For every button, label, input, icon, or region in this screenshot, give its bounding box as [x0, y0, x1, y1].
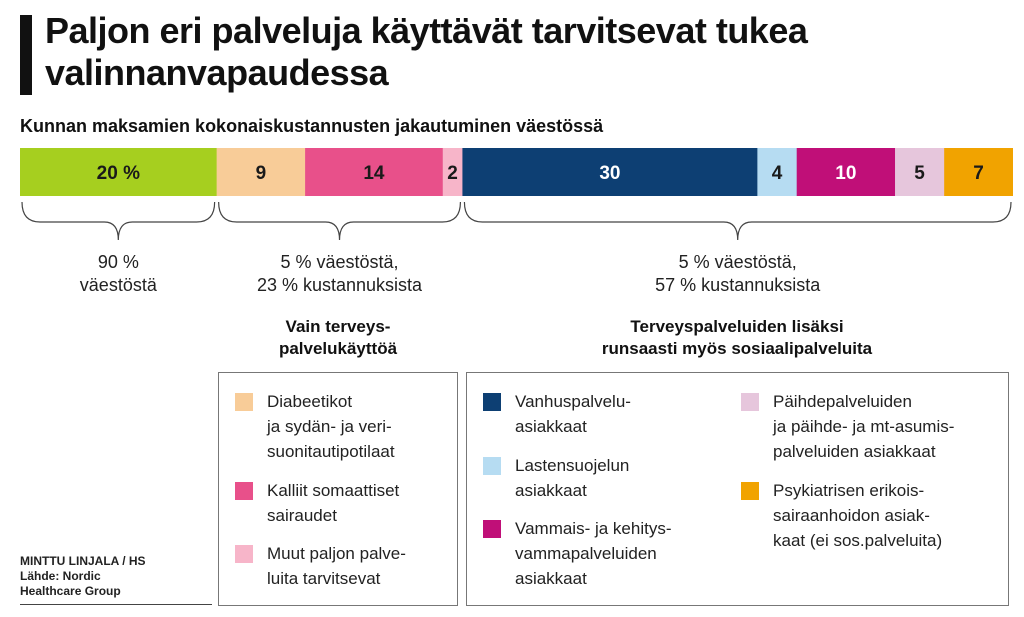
- credit-text: MINTTU LINJALA / HS Lähde: Nordic Health…: [20, 554, 146, 598]
- legend-swatch: [741, 393, 759, 411]
- legend-item-health-only-2: Muut paljon palve- luita tarvitsevat: [235, 541, 406, 591]
- legend-label: Lastensuojelun asiakkaat: [515, 456, 630, 500]
- legend-swatch: [235, 482, 253, 500]
- group-label-0: 90 % väestöstä: [79, 252, 157, 295]
- group-braces: [21, 201, 1012, 241]
- bar-segment-8: [944, 148, 1013, 196]
- chart-subtitle: Kunnan maksamien kokonaiskustannusten ja…: [20, 116, 604, 136]
- legend-item-health-only-0: Diabeetikot ja sydän- ja veri- suonitaut…: [235, 389, 395, 464]
- section-heading-health-and-social: Terveyspalveluiden lisäksi runsaasti myö…: [601, 317, 873, 358]
- bar-segment-5: [757, 148, 798, 196]
- legend-swatch: [483, 393, 501, 411]
- legend-item-health-and-social-4: Psykiatrisen erikois- sairaanhoidon asia…: [741, 478, 942, 553]
- bar-segment-7: [895, 148, 945, 196]
- group-brace-2: [463, 201, 1012, 241]
- legend-swatch: [483, 457, 501, 475]
- bar-segment-label-1: 9: [256, 163, 267, 184]
- legend-swatch: [235, 393, 253, 411]
- bar-segment-label-8: 7: [973, 163, 984, 184]
- legend-label: Diabeetikot ja sydän- ja veri- suonitaut…: [267, 392, 395, 461]
- bar-segment-3: [442, 148, 463, 196]
- legend-label: Vanhuspalvelu- asiakkaat: [515, 392, 631, 436]
- stacked-bar: 20 % 9 14 2 30 4 10 5 7: [20, 148, 1013, 196]
- legend-item-health-and-social-3: Päihdepalveluiden ja päihde- ja mt-asumi…: [741, 389, 954, 464]
- group-label-2: 5 % väestöstä, 57 % kustannuksista: [655, 252, 821, 295]
- bar-segment-1: [216, 148, 306, 196]
- bar-segment-label-5: 4: [772, 163, 783, 184]
- legend-box-health-only: [218, 372, 458, 606]
- legend-label: Psykiatrisen erikois- sairaanhoidon asia…: [773, 481, 943, 550]
- title-accent-bar: [20, 15, 32, 95]
- group-brace-1: [218, 201, 462, 241]
- group-brace-0: [21, 201, 216, 241]
- bar-segment-label-2: 14: [363, 163, 385, 184]
- legend-item-health-and-social-0: Vanhuspalvelu- asiakkaat: [483, 389, 631, 439]
- bar-segment-label-6: 10: [835, 163, 856, 184]
- bar-segment-label-4: 30: [599, 163, 620, 184]
- bar-segment-2: [305, 148, 444, 196]
- chart-title: Paljon eri palveluja käyttävät tarvitsev…: [45, 10, 808, 93]
- legend-label: Päihdepalveluiden ja päihde- ja mt-asumi…: [773, 392, 955, 461]
- legend-item-health-only-1: Kalliit somaattiset sairaudet: [235, 478, 399, 528]
- legend-label: Muut paljon palve- luita tarvitsevat: [267, 544, 406, 588]
- section-heading-health-only: Vain terveys- palvelukäyttöä: [278, 317, 398, 358]
- group-label-1: 5 % väestöstä, 23 % kustannuksista: [256, 252, 423, 295]
- legend-item-health-and-social-2: Vammais- ja kehitys- vammapalveluiden as…: [483, 516, 672, 591]
- legend-label: Vammais- ja kehitys- vammapalveluiden as…: [515, 519, 672, 588]
- legend-swatch: [741, 482, 759, 500]
- bar-segment-6: [796, 148, 896, 196]
- legend-item-health-and-social-1: Lastensuojelun asiakkaat: [483, 453, 629, 503]
- bar-segment-4: [462, 148, 758, 196]
- legend-box-health-and-social: [466, 372, 1009, 606]
- bar-segment-label-0: 20 %: [97, 163, 140, 184]
- legend-label: Kalliit somaattiset sairaudet: [267, 481, 400, 525]
- legend-swatch: [483, 520, 501, 538]
- bar-segment-label-7: 5: [914, 163, 925, 184]
- bar-segment-label-3: 2: [447, 163, 458, 184]
- credit-divider: [20, 604, 212, 605]
- bar-segment-0: [20, 148, 218, 196]
- legend-swatch: [235, 545, 253, 563]
